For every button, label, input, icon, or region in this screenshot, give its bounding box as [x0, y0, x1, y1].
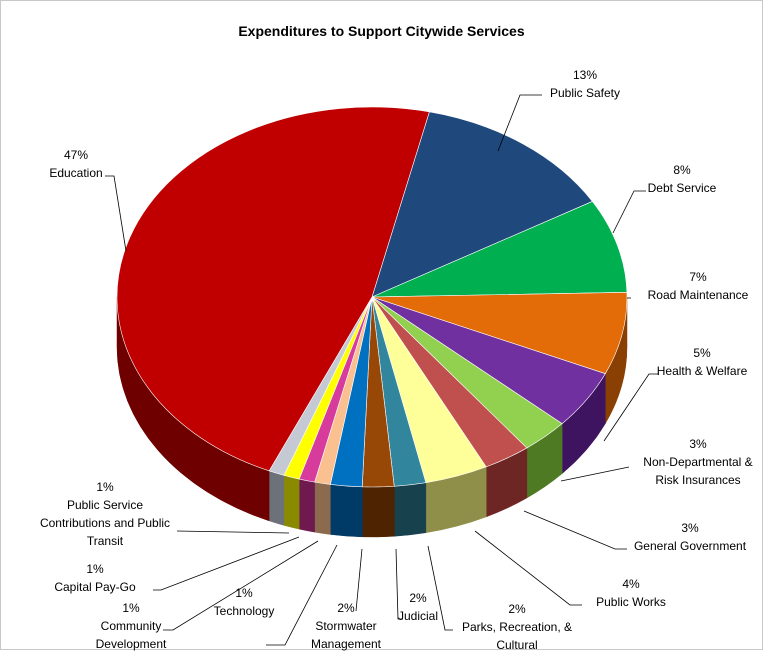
slice-percent: 5%	[693, 346, 711, 360]
slice-label: Management	[311, 637, 382, 651]
slice-label: Development	[96, 637, 167, 651]
data-label-health-and-welfare: 5% Health & Welfare	[603, 346, 748, 442]
slice-label: Non-Departmental &	[643, 455, 752, 469]
data-label-road-maintenance: 7% Road Maintenance	[627, 270, 749, 302]
slice-label: Judicial	[398, 609, 438, 623]
data-label-stormwater-management: 2% Stormwater Management	[311, 548, 382, 651]
slice-label: Stormwater	[315, 619, 376, 633]
pie-labels: 13% Public Safety 8% Debt Service 7% Road Mai…	[40, 68, 753, 651]
data-label-general-government: 3% General Government	[523, 510, 747, 553]
pie-side-judicial	[361, 486, 395, 538]
pie-slice-public-safety	[371, 111, 593, 298]
leader-line	[355, 548, 363, 612]
slice-percent: 2%	[508, 602, 526, 616]
slice-label: Cultural	[496, 638, 537, 651]
data-label-debt-service: 8% Debt Service	[612, 163, 717, 234]
slice-label: Capital Pay-Go	[54, 580, 136, 594]
slice-label: Parks, Recreation, &	[462, 620, 572, 634]
data-label-capital-pay-go: 1% Capital Pay-Go	[54, 536, 300, 594]
data-label-community-development: 1% Community Development	[96, 540, 319, 651]
leader-line	[523, 510, 627, 550]
pie-side-parks-recreation-and-cultural	[393, 482, 427, 537]
slice-percent: 13%	[573, 68, 597, 82]
slice-label: Public Safety	[550, 86, 620, 100]
leader-line	[153, 536, 300, 591]
slice-percent: 1%	[86, 562, 104, 576]
pie-side-technology	[314, 481, 331, 535]
slice-percent: 1%	[235, 586, 253, 600]
data-label-public-works: 4% Public Works	[474, 530, 666, 609]
leader-line	[560, 466, 630, 482]
slice-percent: 8%	[673, 163, 691, 177]
chart-title: Expenditures to Support Citywide Service…	[238, 23, 525, 39]
leader-line	[266, 544, 338, 646]
slice-label: Health & Welfare	[657, 364, 748, 378]
leader-line	[395, 548, 403, 620]
leader-line	[603, 373, 659, 442]
pie-slice-education	[116, 106, 430, 472]
data-label-technology: 1% Technology	[214, 544, 338, 646]
data-label-judicial: 2% Judicial	[395, 548, 438, 623]
slice-label: Technology	[214, 604, 275, 618]
data-label-parks-recreation-and-cultural: 2% Parks, Recreation, & Cultural	[427, 545, 572, 651]
slice-label: Community	[101, 619, 162, 633]
data-label-public-service-contributions-and-public-transit: 1% Public Service Contributions and Public…	[40, 480, 290, 548]
data-label-non-departmental-and-risk-insurances: 3% Non-Departmental & Risk Insurances	[560, 437, 753, 487]
leader-line	[176, 530, 290, 534]
leader-line	[105, 175, 127, 252]
slice-label: General Government	[634, 539, 747, 553]
pie-side-public-service-contributions-and-public-transit	[268, 470, 285, 526]
slice-label: Debt Service	[648, 181, 717, 195]
slice-label: Risk Insurances	[655, 473, 740, 487]
slice-percent: 3%	[689, 437, 707, 451]
data-label-public-safety: 13% Public Safety	[497, 68, 620, 152]
slice-label: Transit	[87, 534, 124, 548]
leader-line	[163, 540, 319, 631]
pie-slice-debt-service	[371, 201, 628, 298]
leader-line	[612, 190, 646, 234]
slice-percent: 47%	[64, 148, 88, 162]
slice-label: Road Maintenance	[648, 288, 749, 302]
leader-line	[497, 94, 542, 152]
pie-slice-road-maintenance	[371, 292, 628, 375]
pie-side-capital-pay-go	[283, 474, 300, 530]
slice-percent: 7%	[689, 270, 707, 284]
slice-percent: 3%	[681, 521, 699, 535]
data-label-education: 47% Education	[49, 148, 127, 252]
slice-label: Contributions and Public	[40, 516, 170, 530]
slice-label: Public Works	[596, 595, 666, 609]
pie-top	[116, 106, 628, 488]
pie-side-community-development	[298, 478, 315, 533]
slice-percent: 4%	[622, 577, 640, 591]
slice-percent: 1%	[96, 480, 114, 494]
slice-percent: 2%	[337, 601, 355, 615]
pie-side-stormwater-management	[330, 484, 363, 538]
slice-label: Education	[49, 166, 102, 180]
slice-percent: 2%	[409, 591, 427, 605]
leader-line	[427, 545, 453, 631]
leader-line	[474, 530, 582, 606]
slice-label: Public Service	[67, 498, 143, 512]
slice-percent: 1%	[122, 601, 140, 615]
